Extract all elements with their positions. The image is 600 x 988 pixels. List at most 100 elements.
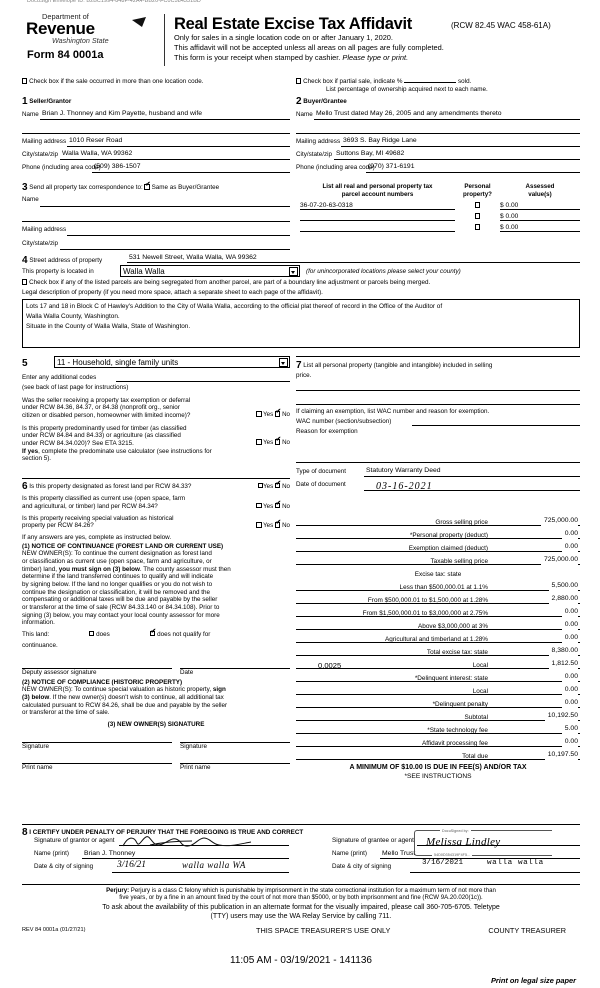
tax-value[interactable]: 0.00 xyxy=(561,543,578,552)
tax-value[interactable]: 10,197.50 xyxy=(544,751,578,760)
segregated-parcels-label: Check box if any of the listed parcels a… xyxy=(29,279,431,286)
multi-location-checkbox[interactable] xyxy=(22,78,28,84)
use-code-select[interactable]: 11 - Household, single family units xyxy=(54,356,290,368)
tax-value[interactable]: 0.00 xyxy=(561,621,578,630)
tax-value[interactable]: 0.00 xyxy=(561,634,578,643)
segregated-parcels-checkbox[interactable] xyxy=(22,279,28,285)
street-address-input[interactable]: 531 Newell Street, Walla Walla, WA 99362 xyxy=(127,254,580,264)
tax-value[interactable]: 0.00 xyxy=(561,738,578,747)
tax-value[interactable]: 0.00 xyxy=(561,530,578,539)
exemption-no-checkbox[interactable] xyxy=(274,409,281,417)
new-owner-signature-2-input[interactable] xyxy=(180,732,290,743)
buyer-mailing-input[interactable]: 3693 S. Bay Ridge Lane xyxy=(341,137,580,147)
current-use-line1: Is this property classified as current u… xyxy=(22,495,186,503)
seller-name2-input[interactable] xyxy=(22,124,290,134)
legal-line-2: Walla Walla County, Washington. xyxy=(26,312,120,320)
section-6-number: 6 xyxy=(22,481,28,492)
grantor-date-input[interactable] xyxy=(112,864,289,874)
tax-value[interactable]: 725,000.00 xyxy=(540,556,578,565)
street-address-label: Street address of property xyxy=(29,256,103,264)
county-select[interactable]: Walla Walla xyxy=(120,265,300,277)
exemption-yes-checkbox[interactable] xyxy=(256,411,262,417)
grantee-name-input[interactable]: Mello Trust xyxy=(380,850,580,860)
header-subtitle-3: This form is your receipt when stamped b… xyxy=(174,53,408,62)
assessed-value-input[interactable]: $ 0.00 xyxy=(500,202,580,211)
new-owner-printname-1-input[interactable] xyxy=(22,753,172,764)
does-qualify-checkbox[interactable] xyxy=(89,631,95,637)
grantee-signature-input[interactable] xyxy=(417,837,580,847)
tax-row-local: 0.0025 Local 1,812.50 xyxy=(296,659,580,672)
chevron-down-icon[interactable] xyxy=(278,358,288,368)
notice-1-line8: or transferor at the time of sale (RCW 8… xyxy=(22,603,220,611)
personal-property-checkbox[interactable] xyxy=(474,202,481,208)
additional-codes-input[interactable] xyxy=(116,373,290,383)
assessed-value-input[interactable]: $ 0.00 xyxy=(500,213,580,222)
buyer-mailing-label: Mailing address xyxy=(296,137,341,145)
seller-phone-input[interactable]: (509) 386-1507 xyxy=(92,163,290,173)
seller-city-input[interactable]: Walla Walla, WA 99362 xyxy=(60,150,290,160)
tax-value[interactable]: 0.00 xyxy=(561,608,578,617)
wac-number-input[interactable] xyxy=(412,416,580,426)
tax-value[interactable]: 10,192.50 xyxy=(544,712,578,721)
legal-description-textarea[interactable]: Lots 17 and 18 in Block C of Hawley's Ad… xyxy=(22,299,580,348)
tax-value[interactable]: 1,812.50 xyxy=(548,660,578,669)
personal-property-line-2[interactable] xyxy=(296,393,580,405)
yes-label: Yes xyxy=(263,522,274,530)
tax-value[interactable]: 2,880.00 xyxy=(548,595,578,604)
deputy-assessor-date-input[interactable] xyxy=(180,658,290,669)
grantee-date-input[interactable] xyxy=(410,864,580,874)
new-owner-signature-1-input[interactable] xyxy=(22,732,172,743)
corr-name-input[interactable] xyxy=(40,198,290,208)
grantor-signature-input[interactable] xyxy=(119,837,289,847)
tax-value[interactable]: 5,500.00 xyxy=(548,582,578,591)
does-not-qualify-checkbox[interactable] xyxy=(150,629,156,637)
seller-mailing-input[interactable]: 1010 Reser Road xyxy=(67,137,290,147)
current-use-no-checkbox[interactable] xyxy=(274,501,281,509)
section-1-heading: Seller/Grantor xyxy=(29,98,72,105)
docusign-envelope-id: DocuSign Envelope ID: B2BC1994-848F-42A4… xyxy=(27,0,201,4)
tax-value[interactable]: 0.00 xyxy=(561,686,578,695)
buyer-phone-input[interactable]: (970) 371-6191 xyxy=(366,163,580,173)
chevron-down-icon[interactable] xyxy=(288,267,298,277)
section-7-divider xyxy=(296,356,580,357)
reason-for-exemption-input[interactable] xyxy=(296,435,580,462)
tax-value[interactable]: 725,000.00 xyxy=(540,517,578,526)
buyer-city-input[interactable]: Suttons Bay, MI 49682 xyxy=(334,150,580,160)
personal-property-checkbox[interactable] xyxy=(474,213,481,219)
corr-name2-input[interactable] xyxy=(22,213,290,223)
personal-property-line-1[interactable] xyxy=(296,380,580,391)
same-as-buyer-checkbox[interactable] xyxy=(144,182,151,190)
doc-date-input[interactable]: 03-16-2021 xyxy=(364,481,580,492)
tax-value[interactable]: 8,380.00 xyxy=(548,647,578,656)
tax-value[interactable]: 0.00 xyxy=(561,673,578,682)
new-owner-printname-2-input[interactable] xyxy=(180,753,290,764)
no-label: No xyxy=(282,482,290,490)
timber-yes-checkbox[interactable] xyxy=(256,439,262,445)
forest-yes-checkbox[interactable] xyxy=(257,482,264,488)
parcel-number-input[interactable] xyxy=(300,224,455,233)
forest-no-checkbox[interactable] xyxy=(274,480,281,488)
historic-yes-checkbox[interactable] xyxy=(256,522,262,528)
additional-codes-instructions: (see back of last page for instructions) xyxy=(22,384,129,391)
partial-sale-checkbox[interactable] xyxy=(296,78,302,84)
doc-type-input[interactable]: Statutory Warranty Deed xyxy=(364,467,580,477)
parcel-number-input[interactable] xyxy=(300,213,455,222)
buyer-name2-input[interactable] xyxy=(296,124,580,134)
timber-no-checkbox[interactable] xyxy=(274,437,281,445)
tax-value[interactable]: 5.00 xyxy=(561,725,578,734)
assessed-value-input[interactable]: $ 0.00 xyxy=(500,224,580,233)
buyer-name-input[interactable]: Mello Trust dated May 26, 2005 and any a… xyxy=(314,110,580,120)
tax-row-exemption-claimed: Exemption claimed (deduct) 0.00 xyxy=(296,542,580,555)
deputy-assessor-signature-input[interactable] xyxy=(22,658,172,669)
seller-name-input[interactable]: Brian J. Thonney and Kim Payette, husban… xyxy=(40,110,290,120)
corr-mailing-input[interactable] xyxy=(67,227,290,237)
grantor-name-input[interactable]: Brian J. Thonney xyxy=(82,850,289,860)
tax-value[interactable]: 0.00 xyxy=(561,699,578,708)
tax-row-total-excise-state: Total excise tax: state 8,380.00 xyxy=(296,646,580,659)
historic-no-checkbox[interactable] xyxy=(274,520,281,528)
partial-sale-percent-input[interactable] xyxy=(404,82,457,83)
personal-property-checkbox[interactable] xyxy=(474,224,481,230)
corr-city-input[interactable] xyxy=(60,241,290,251)
parcel-number-input[interactable]: 36-07-20-63-0318 xyxy=(300,202,455,211)
current-use-yes-checkbox[interactable] xyxy=(256,502,262,509)
